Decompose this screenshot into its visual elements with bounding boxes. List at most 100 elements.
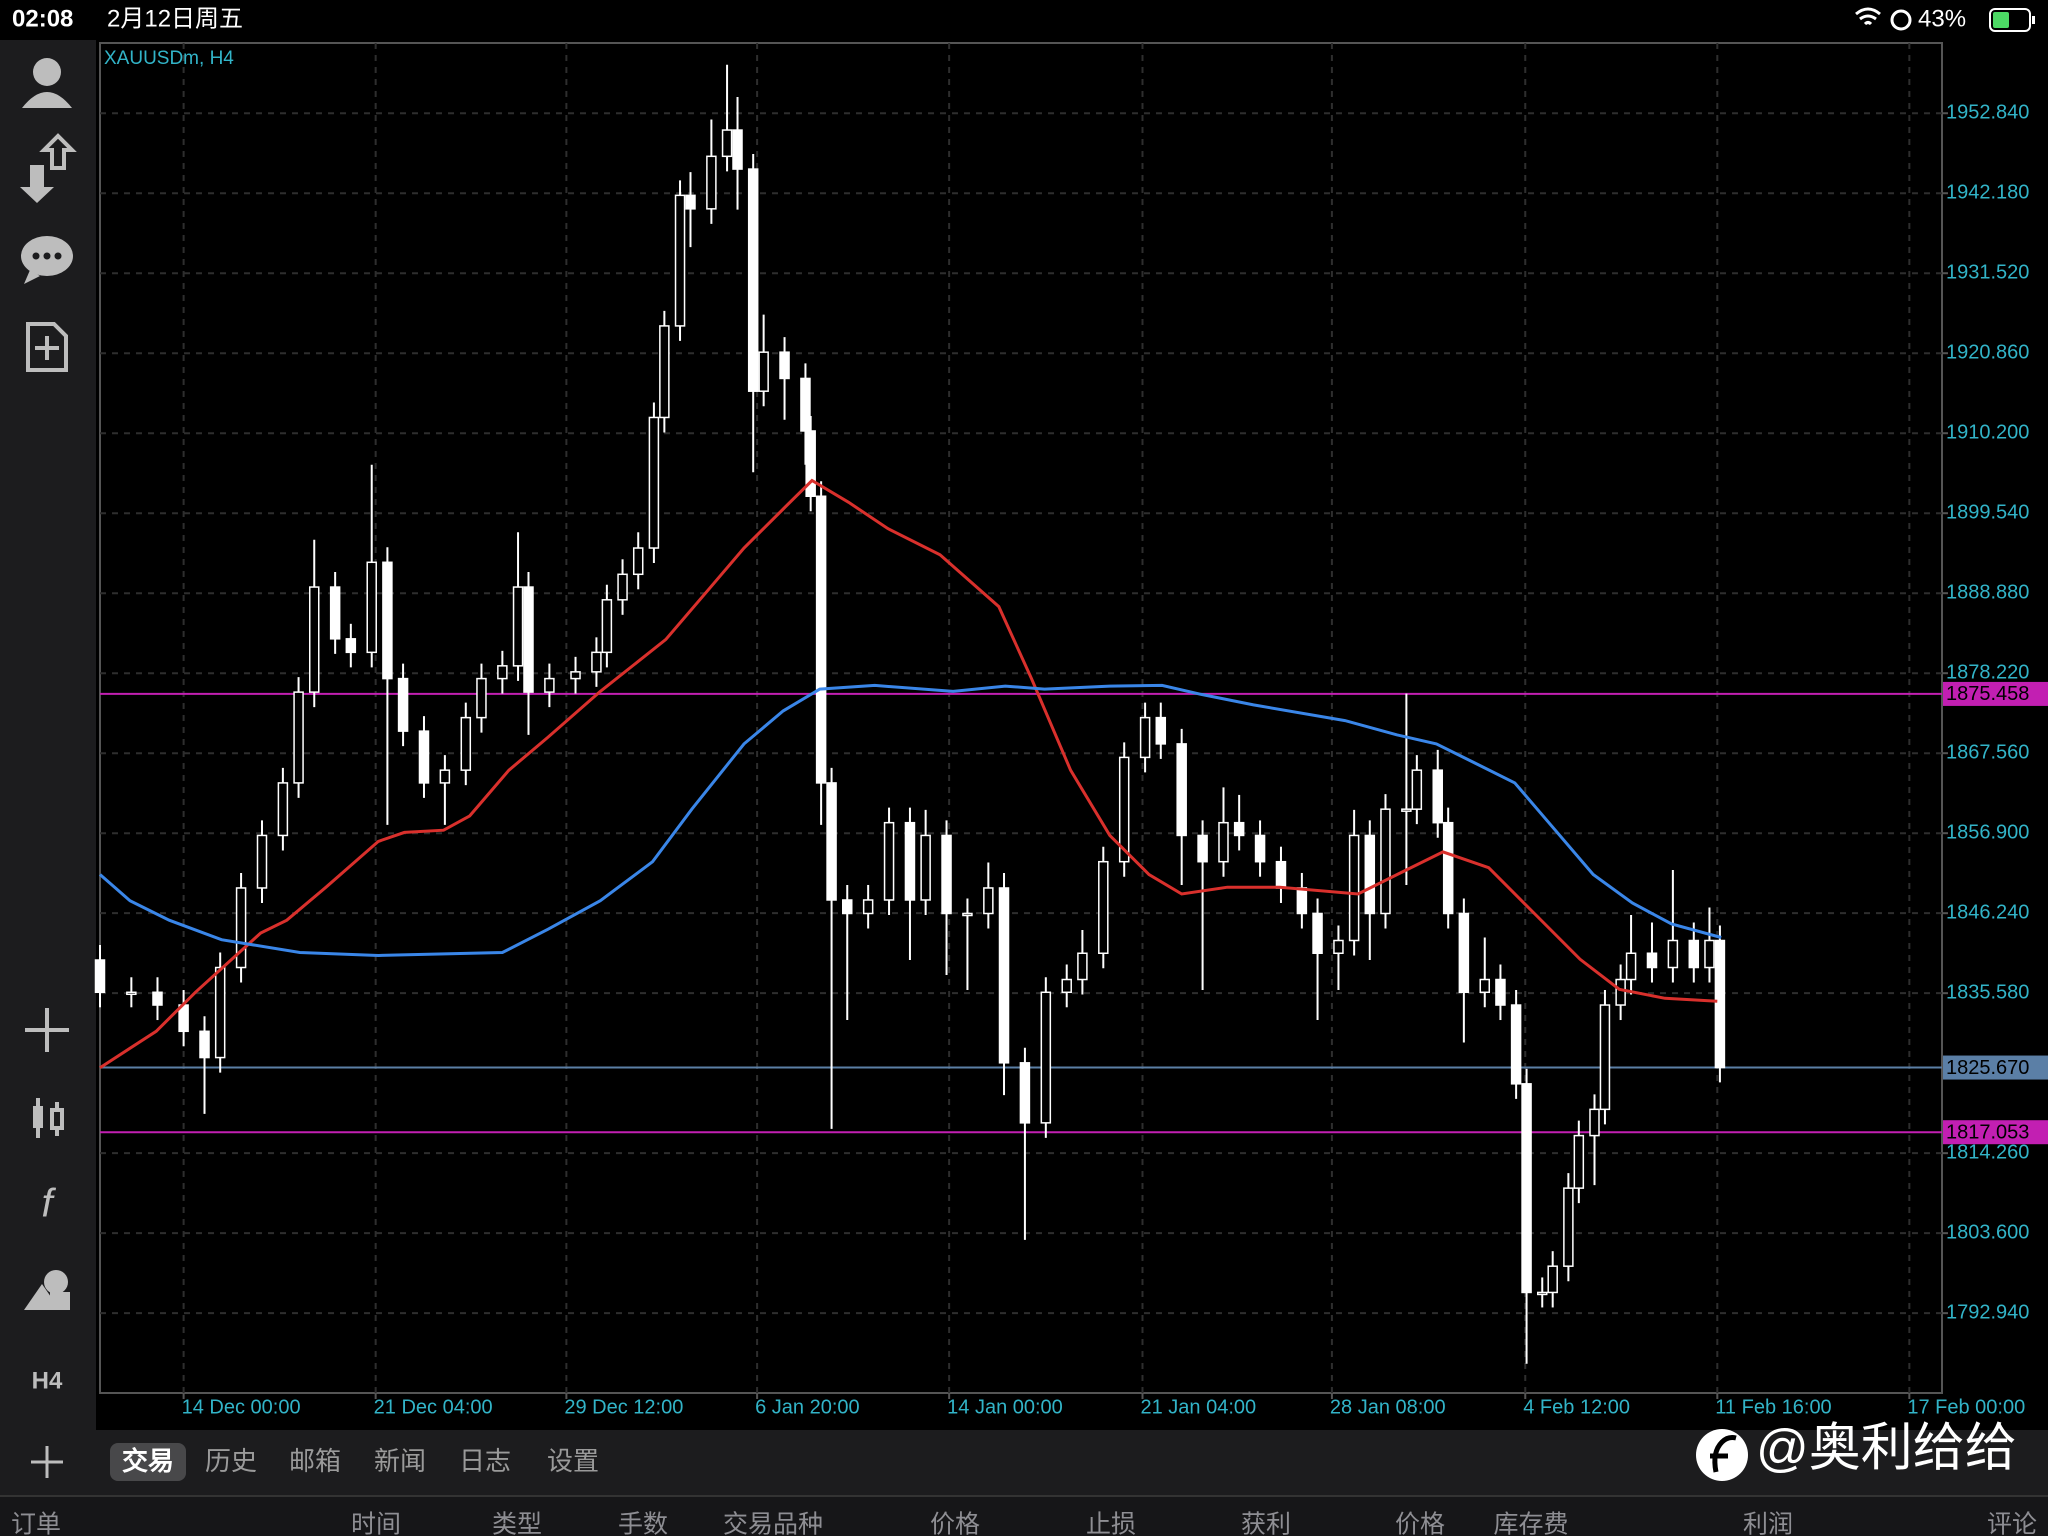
column-header: 获利 (1241, 1511, 1291, 1536)
candle-body (1625, 952, 1637, 981)
candle-body (1495, 978, 1506, 1006)
timeframe-button[interactable]: H4 (32, 1367, 63, 1394)
y-tick-label: 1952.840 (1946, 102, 2029, 124)
candle-body (366, 561, 377, 654)
watermark: @奥利给给 (1756, 1420, 2017, 1478)
candle-body (1667, 939, 1679, 969)
candle-body (1312, 912, 1323, 955)
candle-body (815, 495, 827, 784)
candle-body (1714, 939, 1726, 1069)
candle-body (721, 129, 733, 158)
account-icon[interactable] (22, 58, 72, 108)
candle-body (460, 716, 472, 771)
tab[interactable]: 日志 (459, 1446, 511, 1476)
candle-body (920, 834, 931, 901)
column-header: 价格 (930, 1511, 980, 1536)
candle-body (418, 730, 430, 784)
candle-body (1118, 756, 1130, 863)
objects-icon[interactable] (24, 1270, 70, 1310)
candle-body (1615, 978, 1626, 1006)
x-tick-label: 17 Feb 00:00 (1907, 1396, 2025, 1418)
tab[interactable]: 设置 (547, 1446, 599, 1476)
x-tick-label: 4 Feb 12:00 (1523, 1396, 1630, 1418)
price-level-tag (1943, 1120, 2048, 1145)
columns: 订单 时间 类型 手数 交易品种 价格 止损 获利 价格 库存费 利润 评论 (11, 1511, 2037, 1536)
y-tick-label: 1846.240 (1946, 901, 2029, 923)
candle-body (1077, 952, 1088, 981)
candle-body (632, 547, 644, 576)
candle-body (648, 416, 660, 549)
column-header: 利润 (1743, 1511, 1793, 1536)
candle-body (1547, 1265, 1558, 1294)
candle-body (962, 912, 973, 917)
y-tick-label: 1835.580 (1946, 981, 2029, 1003)
status-time: 02:08 (12, 5, 73, 32)
y-tick-label: 1942.180 (1946, 182, 2029, 204)
watermark-logo (1696, 1429, 1748, 1481)
candle-body (685, 194, 696, 210)
tab[interactable]: 邮箱 (289, 1446, 341, 1476)
price-level-tag (1943, 1055, 2048, 1080)
candle-body (94, 959, 106, 994)
x-tick-label: 29 Dec 12:00 (564, 1396, 683, 1418)
candle-body (1218, 821, 1229, 863)
candle-body (1563, 1187, 1574, 1267)
y-tick-label: 1803.600 (1946, 1221, 2029, 1243)
chat-icon[interactable] (21, 236, 73, 284)
candle-body (214, 966, 226, 1059)
tab[interactable]: 新闻 (374, 1446, 426, 1476)
candle-body (235, 887, 247, 969)
tab[interactable]: 交易 (122, 1446, 174, 1476)
candle-body (397, 677, 409, 732)
column-header-bar (0, 1496, 2048, 1536)
candle-body (591, 651, 602, 673)
candle-body (862, 899, 874, 915)
y-tick-label: 1814.260 (1946, 1141, 2029, 1163)
trade-icon[interactable] (20, 133, 77, 203)
candle-body (1254, 834, 1266, 863)
candle-body (1458, 912, 1470, 994)
y-tick-label: 1856.900 (1946, 821, 2029, 843)
candle-body (758, 351, 769, 392)
x-tick-label: 28 Jan 08:00 (1330, 1396, 1446, 1418)
candle-body (998, 887, 1010, 1064)
candle-body (1411, 769, 1423, 810)
candle-body (617, 573, 628, 601)
x-tick-label: 21 Jan 04:00 (1140, 1396, 1256, 1418)
x-tick-label: 14 Jan 00:00 (947, 1396, 1063, 1418)
price-level-tag (1943, 681, 2048, 706)
candle-body (1098, 860, 1109, 955)
candle-body (1061, 978, 1072, 994)
candle-body (293, 691, 304, 784)
price-level-label: 1825.670 (1946, 1057, 2029, 1079)
candle-body (1176, 743, 1187, 837)
candle-body (779, 351, 790, 380)
candle-body (1364, 834, 1376, 915)
y-tick-label: 1867.560 (1946, 741, 2029, 763)
column-header: 止损 (1086, 1511, 1136, 1536)
candle-body (1348, 834, 1360, 942)
candle-body (1296, 887, 1308, 915)
candle-body (1019, 1062, 1031, 1124)
status-battery: 43% (1918, 5, 1966, 32)
crosshair-icon[interactable] (25, 1008, 69, 1052)
add-button[interactable] (31, 1446, 63, 1478)
candle-body (826, 782, 837, 901)
chart: 1952.840 1942.180 1931.520 1920.860 1910.200… (94, 42, 2048, 1418)
candle-body (732, 129, 743, 170)
chart-title: XAUUSDm, H4 (104, 48, 234, 69)
candle-body (1573, 1134, 1585, 1189)
candle-body (1521, 1083, 1532, 1294)
tab-active-bg (110, 1443, 186, 1481)
candle-body (941, 834, 952, 915)
chart-type-icon[interactable] (33, 1098, 64, 1138)
candle-body (1380, 808, 1391, 915)
tab[interactable]: 历史 (205, 1446, 257, 1476)
moving-average (99, 683, 1722, 958)
y-tick-label: 1792.940 (1946, 1301, 2029, 1323)
new-order-icon[interactable] (26, 322, 68, 372)
y-tick-label: 1910.200 (1946, 421, 2029, 443)
column-header: 评论 (1987, 1511, 2037, 1536)
